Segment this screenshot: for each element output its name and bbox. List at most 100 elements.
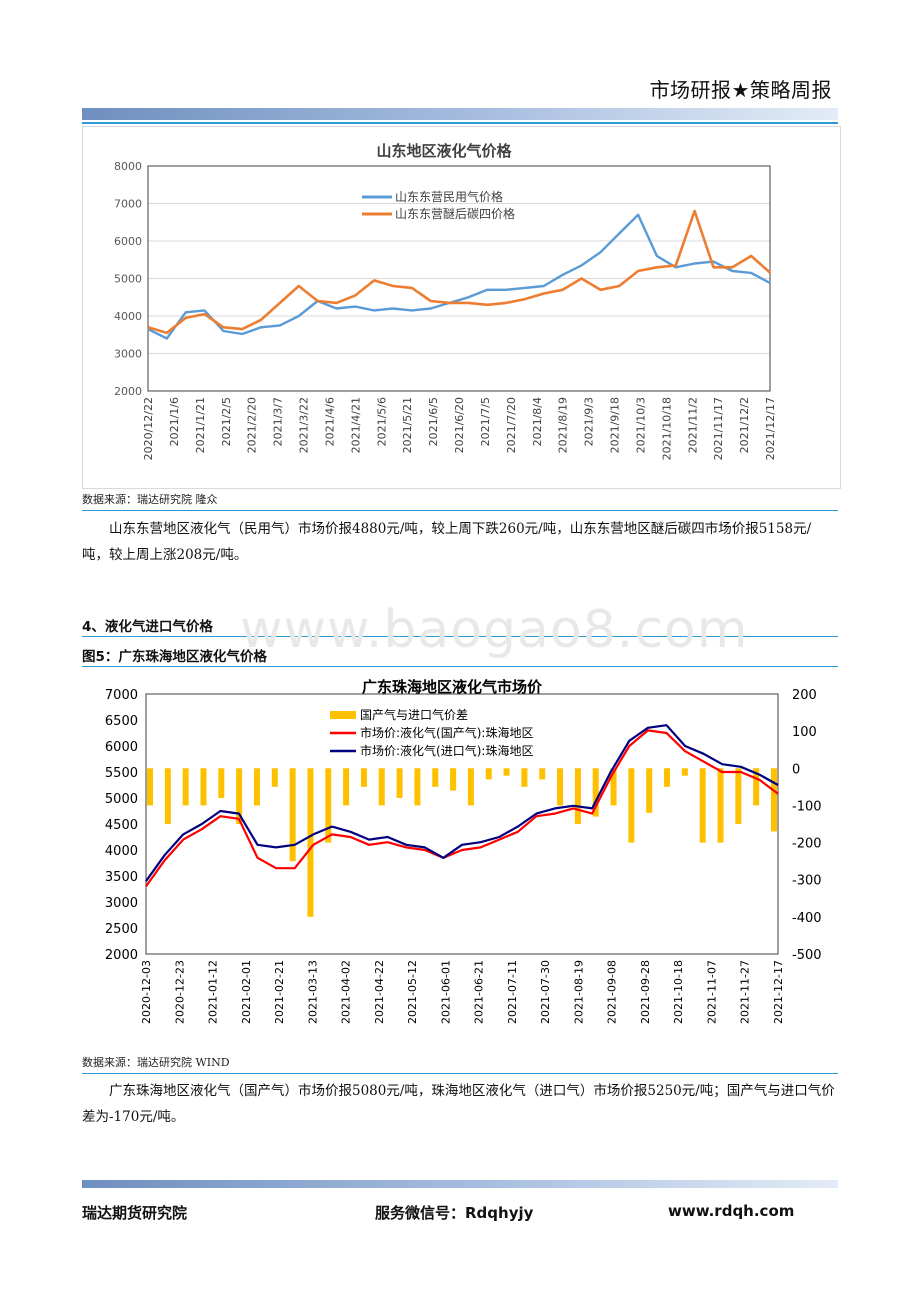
chart2-source: 数据来源：瑞达研究院 WIND bbox=[82, 1056, 230, 1069]
y-tick-label: 7000 bbox=[105, 688, 138, 703]
diff-bar bbox=[236, 768, 243, 824]
diff-bar bbox=[164, 768, 171, 824]
header-bar bbox=[82, 108, 838, 120]
x-tick-label: 2021-04-02 bbox=[340, 960, 353, 1024]
diff-bar bbox=[200, 768, 207, 806]
diff-bar bbox=[771, 768, 777, 832]
y-tick-label: 2000 bbox=[114, 385, 142, 398]
diff-bar bbox=[253, 768, 260, 806]
x-tick-label: 2021/5/21 bbox=[401, 397, 414, 453]
divider bbox=[82, 1073, 838, 1074]
legend-swatch bbox=[330, 711, 356, 719]
diff-bar bbox=[646, 768, 653, 813]
figure-caption: 图5：广东珠海地区液化气价格 bbox=[82, 649, 267, 665]
footer-website: www.rdqh.com bbox=[668, 1202, 795, 1220]
chart1-source: 数据来源：瑞达研究院 隆众 bbox=[82, 493, 218, 506]
x-tick-label: 2021/3/7 bbox=[272, 397, 285, 446]
y-tick-label: 5000 bbox=[114, 273, 142, 286]
y-tick-label: 4500 bbox=[105, 818, 138, 833]
x-tick-label: 2021/4/6 bbox=[323, 397, 336, 446]
divider bbox=[82, 666, 838, 667]
diff-bar bbox=[735, 768, 742, 824]
y-tick-label: 3500 bbox=[105, 870, 138, 885]
watermark: www.baogao8.com bbox=[240, 600, 749, 660]
x-tick-label: 2021/12/17 bbox=[764, 397, 777, 460]
diff-bar bbox=[414, 768, 421, 806]
y-tick-label: 4000 bbox=[105, 844, 138, 859]
footer-org: 瑞达期货研究院 bbox=[82, 1204, 188, 1222]
diff-bar bbox=[610, 768, 617, 806]
y2-tick-label: -400 bbox=[792, 911, 822, 926]
y-tick-label: 4000 bbox=[114, 310, 142, 323]
diff-bar bbox=[147, 768, 153, 806]
legend-label: 山东东营民用气价格 bbox=[395, 189, 503, 204]
x-tick-label: 2021-11-07 bbox=[705, 960, 718, 1024]
legend-label: 国产气与进口气价差 bbox=[360, 707, 468, 722]
chart-zhuhai: 广东珠海地区液化气市场价 200025003000350040004500500… bbox=[105, 678, 822, 1024]
paragraph-shandong: 山东东营地区液化气（民用气）市场价报4880元/吨，较上周下跌260元/吨，山东… bbox=[82, 521, 812, 563]
legend-label: 市场价:液化气(国产气):珠海地区 bbox=[360, 725, 533, 740]
y-tick-label: 6500 bbox=[105, 714, 138, 729]
y-tick-label: 7000 bbox=[114, 198, 142, 211]
diff-bar bbox=[467, 768, 474, 806]
x-tick-label: 2021/11/17 bbox=[712, 397, 725, 460]
diff-bar bbox=[574, 768, 581, 824]
y-tick-label: 3000 bbox=[114, 348, 142, 361]
series-line-1 bbox=[145, 729, 779, 888]
diff-bar bbox=[325, 768, 332, 843]
y2-tick-label: 200 bbox=[792, 688, 817, 703]
y2-tick-label: 0 bbox=[792, 762, 800, 777]
x-tick-label: 2021-07-30 bbox=[539, 960, 552, 1024]
x-tick-label: 2021/2/5 bbox=[220, 397, 233, 446]
x-tick-label: 2021-07-11 bbox=[506, 960, 519, 1024]
header-rule bbox=[82, 122, 838, 124]
x-tick-label: 2021-08-19 bbox=[572, 960, 585, 1024]
x-tick-label: 2021-06-01 bbox=[439, 960, 452, 1024]
section-heading: 4、液化气进口气价格 bbox=[82, 619, 213, 635]
x-tick-label: 2021-09-28 bbox=[639, 960, 652, 1024]
x-tick-label: 2021/9/18 bbox=[609, 397, 622, 453]
diff-bar bbox=[396, 768, 403, 798]
diff-bar bbox=[485, 768, 492, 780]
series-line-1 bbox=[147, 213, 771, 340]
diff-bar bbox=[343, 768, 350, 806]
x-tick-label: 2021/3/22 bbox=[298, 397, 311, 453]
x-tick-label: 2021-01-12 bbox=[207, 960, 220, 1024]
chart-title: 山东地区液化气价格 bbox=[376, 142, 512, 160]
y-tick-label: 5500 bbox=[105, 766, 138, 781]
footer-bar bbox=[82, 1180, 838, 1188]
y-tick-label: 6000 bbox=[105, 740, 138, 755]
chart-shandong: 山东地区液化气价格 2000 3000 4000 5000 6000 7000 8000 2… bbox=[82, 126, 841, 489]
y2-tick-label: -100 bbox=[792, 799, 822, 814]
y-tick-label: 3000 bbox=[105, 896, 138, 911]
series-line-2 bbox=[147, 209, 771, 335]
x-tick-label: 2021/5/6 bbox=[375, 397, 388, 446]
diff-bar bbox=[503, 768, 510, 776]
x-tick-label: 2021/1/6 bbox=[168, 397, 181, 446]
y2-tick-label: -500 bbox=[792, 948, 822, 963]
diff-bar bbox=[664, 768, 671, 787]
x-tick-label: 2021/8/4 bbox=[531, 397, 544, 446]
paragraph-zhuhai: 广东珠海地区液化气（国产气）市场价报5080元/吨，珠海地区液化气（进口气）市场… bbox=[82, 1083, 835, 1125]
diff-bar bbox=[378, 768, 385, 806]
diff-bar bbox=[271, 768, 278, 787]
diff-bar bbox=[628, 768, 635, 843]
plot-area bbox=[147, 165, 771, 392]
x-tick-label: 2021/9/3 bbox=[583, 397, 596, 446]
divider bbox=[82, 636, 838, 637]
x-tick-label: 2021-02-21 bbox=[273, 960, 286, 1024]
footer-wechat: 服务微信号：Rdqhyjy bbox=[375, 1204, 534, 1222]
x-tick-label: 2020-12-03 bbox=[140, 960, 153, 1024]
x-tick-label: 2021/12/2 bbox=[738, 397, 751, 453]
x-tick-label: 2021-04-22 bbox=[373, 960, 386, 1024]
x-tick-label: 2021/7/5 bbox=[479, 397, 492, 446]
x-tick-label: 2021-05-12 bbox=[406, 960, 419, 1024]
x-tick-label: 2021/1/21 bbox=[194, 397, 207, 453]
legend-label: 市场价:液化气(进口气):珠海地区 bbox=[360, 743, 533, 758]
legend-label: 山东东营醚后碳四价格 bbox=[395, 206, 515, 221]
diff-bar bbox=[432, 768, 439, 787]
x-tick-label: 2021-10-18 bbox=[672, 960, 685, 1024]
series-line-2 bbox=[145, 724, 779, 882]
x-tick-label: 2021/4/21 bbox=[349, 397, 362, 453]
x-tick-label: 2021-11-27 bbox=[739, 960, 752, 1024]
